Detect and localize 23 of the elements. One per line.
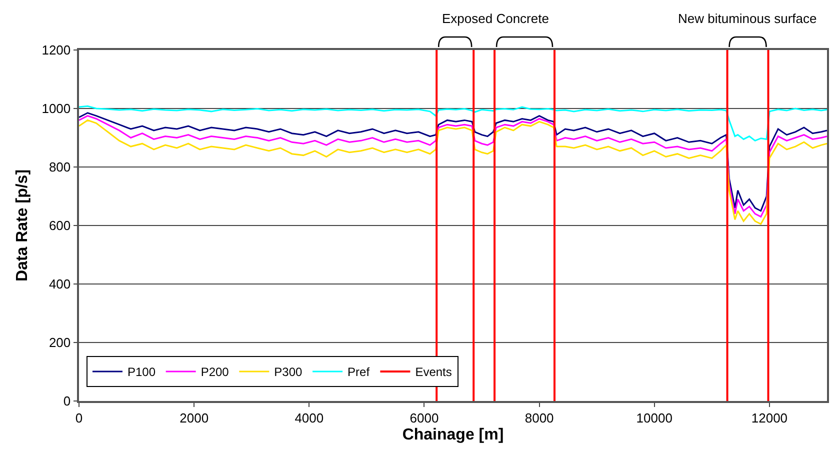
y-tick-label: 600 (48, 218, 71, 234)
legend-label: Pref (348, 365, 370, 380)
y-tick-label: 200 (48, 335, 71, 350)
y-tick-label: 1000 (42, 101, 71, 116)
legend-label: P200 (200, 365, 230, 380)
text: Exposed Concrete (442, 11, 549, 26)
legend-label: P300 (274, 365, 303, 380)
y-axis-title: Data Rate [p/s] (14, 169, 32, 282)
x-tick-label: 4000 (294, 410, 324, 426)
y-tick-label: 1200 (42, 42, 71, 58)
y-tick-label: 0 (63, 394, 71, 409)
legend-label: P100 (127, 365, 156, 380)
x-tick-label: 6000 (410, 410, 439, 426)
text: New bituminous surface (678, 11, 817, 26)
x-tick-label: 8000 (524, 410, 554, 426)
x-tick-label: 10000 (636, 410, 672, 426)
y-tick-label: 800 (48, 160, 71, 175)
x-axis-title: Chainage [m] (402, 426, 504, 444)
x-tick-label: 12000 (751, 410, 788, 426)
y-tick-label: 400 (48, 276, 71, 292)
x-tick-label: 2000 (180, 410, 209, 426)
ref-line-label: Events (415, 365, 452, 380)
x-tick-label: 0 (75, 410, 83, 426)
